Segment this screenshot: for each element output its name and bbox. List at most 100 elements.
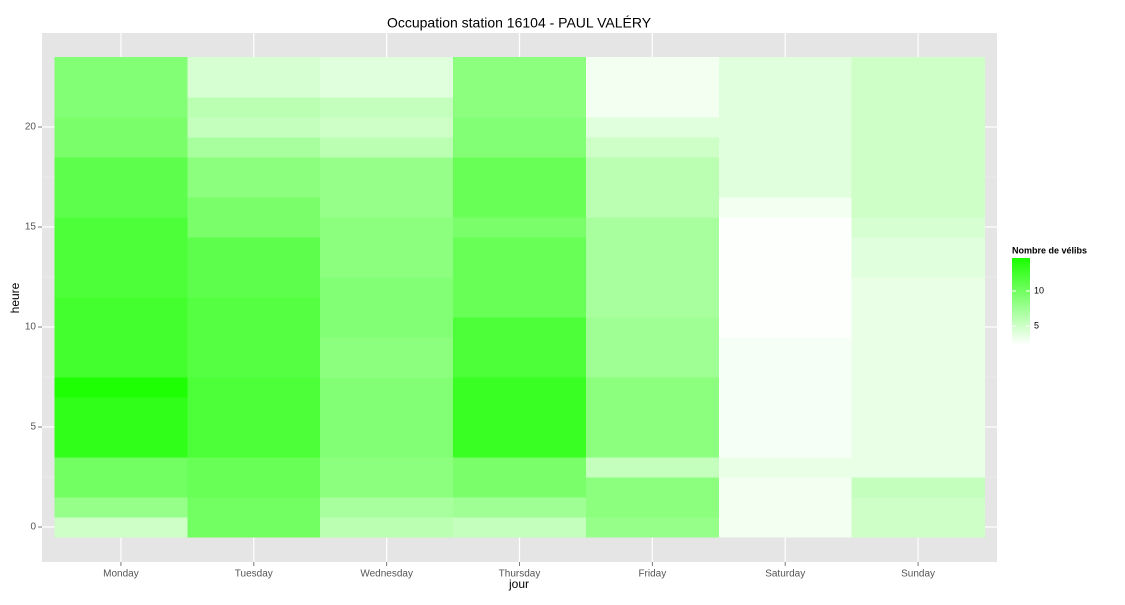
heat-cell xyxy=(585,57,720,78)
heat-cell xyxy=(585,177,720,198)
heat-cell xyxy=(718,377,853,398)
heat-cell xyxy=(187,217,321,238)
heat-cell xyxy=(54,177,188,198)
heat-cell xyxy=(187,157,321,178)
heat-cell xyxy=(187,417,321,438)
heat-cell xyxy=(585,77,720,98)
heat-cell xyxy=(585,197,720,218)
y-tick-label: 0 xyxy=(30,522,36,533)
heat-cell xyxy=(718,117,853,138)
y-tick-label: 15 xyxy=(25,222,37,233)
heat-cell xyxy=(187,477,321,498)
heat-cell xyxy=(54,357,188,378)
heat-cell xyxy=(320,317,454,338)
heat-cell xyxy=(187,77,321,98)
heat-cell xyxy=(54,237,188,258)
heat-cell xyxy=(585,377,720,398)
heat-cell xyxy=(718,437,853,458)
heat-cell xyxy=(187,377,321,398)
heat-cell xyxy=(54,337,188,358)
heat-cell xyxy=(320,337,454,358)
heat-cell xyxy=(453,277,587,298)
heat-cell xyxy=(54,477,188,498)
heat-cell xyxy=(585,517,720,538)
legend-tick-label: 5 xyxy=(1034,320,1039,330)
heat-cell xyxy=(453,137,587,158)
heat-cell xyxy=(453,57,587,78)
heat-cell xyxy=(718,337,853,358)
heat-cell xyxy=(585,117,720,138)
heat-cell xyxy=(718,197,853,218)
heat-cell xyxy=(718,477,853,498)
heat-cell xyxy=(718,97,853,118)
heat-cell xyxy=(851,97,985,118)
heat-cell xyxy=(187,117,321,138)
heat-cell xyxy=(453,257,587,278)
heat-cell xyxy=(718,237,853,258)
heat-cell xyxy=(585,397,720,418)
heat-cell xyxy=(718,137,853,158)
heat-cell xyxy=(320,477,454,498)
heat-cell xyxy=(187,137,321,158)
heat-cell xyxy=(851,297,985,318)
heat-cell xyxy=(718,457,853,478)
heat-cell xyxy=(54,197,188,218)
heat-cell xyxy=(320,377,454,398)
heat-cell xyxy=(453,217,587,238)
heat-cell xyxy=(718,317,853,338)
heat-cell xyxy=(851,517,985,538)
heat-cell xyxy=(718,57,853,78)
heat-cell xyxy=(320,217,454,238)
x-tick-label: Friday xyxy=(638,569,666,580)
heat-cell xyxy=(851,477,985,498)
heat-cell xyxy=(851,497,985,518)
y-tick-label: 5 xyxy=(30,422,36,433)
heat-cell xyxy=(718,517,853,538)
x-axis-title: jour xyxy=(508,577,529,591)
heat-cell xyxy=(851,137,985,158)
heat-cell xyxy=(453,237,587,258)
heat-cell xyxy=(453,517,587,538)
heat-cell xyxy=(585,257,720,278)
x-tick-label: Thursday xyxy=(499,569,541,580)
heat-cell xyxy=(718,277,853,298)
heat-cell xyxy=(54,397,188,418)
heat-cell xyxy=(187,257,321,278)
heat-cell xyxy=(320,117,454,138)
heat-cell xyxy=(54,297,188,318)
heat-cell xyxy=(851,157,985,178)
heat-cell xyxy=(187,317,321,338)
heat-cell xyxy=(851,237,985,258)
heat-cell xyxy=(851,457,985,478)
heat-cell xyxy=(54,317,188,338)
heat-cell xyxy=(54,137,188,158)
heat-cell xyxy=(453,177,587,198)
heat-cell xyxy=(187,497,321,518)
heat-cell xyxy=(718,417,853,438)
x-tick-label: Sunday xyxy=(901,569,935,580)
heat-cell xyxy=(585,237,720,258)
heat-cell xyxy=(320,77,454,98)
y-tick-label: 10 xyxy=(25,322,37,333)
heat-cell xyxy=(585,497,720,518)
heat-cell xyxy=(54,457,188,478)
heat-cell xyxy=(320,97,454,118)
heat-cell xyxy=(718,397,853,418)
heat-cell xyxy=(453,97,587,118)
heat-cell xyxy=(453,437,587,458)
heat-cell xyxy=(320,297,454,318)
heat-cell xyxy=(453,157,587,178)
heat-cell xyxy=(851,357,985,378)
heat-cell xyxy=(585,317,720,338)
heat-cell xyxy=(851,437,985,458)
heat-cell xyxy=(851,77,985,98)
heat-cell xyxy=(585,417,720,438)
heat-cell xyxy=(453,117,587,138)
heat-cell xyxy=(54,117,188,138)
heat-cell xyxy=(320,497,454,518)
heat-cell xyxy=(320,57,454,78)
heat-cell xyxy=(585,437,720,458)
heat-cell xyxy=(54,57,188,78)
heat-cell xyxy=(54,517,188,538)
